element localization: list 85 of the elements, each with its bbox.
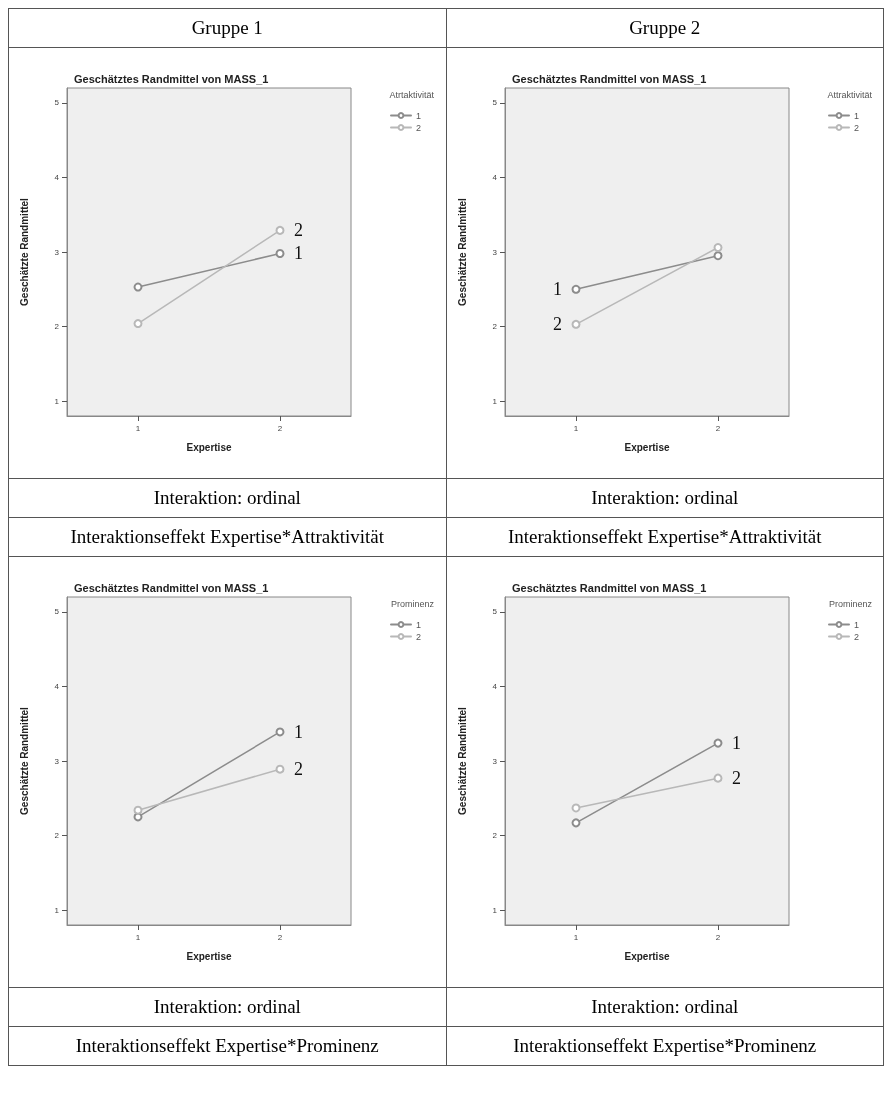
y-axis-title: Geschätzte Randmittel [456,197,467,306]
y-tick-label: 2 [492,322,498,332]
y-tick-label: 5 [54,98,60,108]
chart-title: Geschätztes Randmittel von MASS_1 [74,72,269,85]
x-tick-label: 1 [135,423,141,433]
x-axis-title: Expertise [186,950,232,962]
chart-subtitle: Gruppe 1 [9,9,446,48]
point [133,805,143,815]
legend-label: 2 [415,122,422,133]
text: Interaktion: ordinal [9,479,446,518]
legend-label: 1 [415,110,422,121]
y-tick-label: 1 [54,396,60,406]
legend-label: 1 [853,110,859,121]
legend-label: 1 [415,619,422,630]
legend-title: Atrtaktivität [389,89,435,100]
point [275,764,285,774]
point [571,284,580,294]
point [713,251,722,261]
legend-title: Prominenz [828,598,872,609]
x-tick-label: 1 [135,932,141,942]
point [571,319,580,329]
y-tick-label: 1 [492,396,498,406]
y-tick-label: 2 [54,831,60,841]
x-axis-title: Expertise [186,441,232,453]
y-tick-label: 4 [492,172,498,182]
y-axis-title: Geschätzte Randmittel [18,197,30,306]
annotation: 1 [294,243,303,264]
y-tick-label: 2 [54,322,60,332]
x-axis-title: Expertise [623,950,670,962]
y-tick-label: 2 [492,831,498,841]
y-tick-label: 1 [492,905,498,915]
text: Interaktionseffekt Expertise*Prominenz [9,1027,446,1066]
x-tick-label: 1 [573,423,579,433]
text: Interaktion: ordinal [446,479,883,518]
point [133,319,143,329]
text: Interaktion: ordinal [9,988,446,1027]
point [275,248,285,258]
y-tick-label: 1 [54,905,60,915]
y-tick-label: 5 [492,607,498,617]
legend-label: 2 [853,631,859,642]
x-tick-label: 2 [277,423,283,433]
y-axis-title: Geschätzte Randmittel [456,706,467,815]
y-tick-label: 3 [54,756,60,766]
chart-subtitle: Gruppe 2 [446,9,883,48]
y-axis-title: Geschätzte Randmittel [18,706,30,815]
x-axis-title: Expertise [623,441,670,453]
annotation: 1 [294,721,303,742]
text: Interaktionseffekt Expertise*Prominenz [446,1027,883,1066]
text: Interaktionseffekt Expertise*Attraktivität [9,518,446,557]
legend-label: 1 [853,619,859,630]
annotation: 2 [294,220,303,241]
y-tick-label: 5 [54,607,60,617]
x-tick-label: 2 [277,932,283,942]
point [713,773,722,783]
annotation: 2 [552,314,562,335]
annotation: 1 [552,279,562,300]
point [275,225,285,235]
point [571,818,580,828]
y-tick-label: 4 [54,681,60,691]
point [713,243,722,253]
x-tick-label: 1 [573,932,579,942]
legend-label: 2 [853,122,859,133]
legend-label: 2 [415,631,422,642]
y-tick-label: 4 [492,681,498,691]
point [275,727,285,737]
y-tick-label: 3 [492,247,498,257]
y-tick-label: 3 [492,756,498,766]
x-tick-label: 2 [715,423,721,433]
legend-title: Attraktivität [826,89,872,100]
y-tick-label: 4 [54,172,60,182]
annotation: 2 [731,768,741,789]
x-tick-label: 2 [715,932,721,942]
legend-title: Prominenz [390,598,435,609]
chart-title: Geschätztes Randmittel von MASS_1 [74,581,269,594]
point [571,803,580,813]
text: Interaktionseffekt Expertise*Attraktivität [446,518,883,557]
point [713,738,722,748]
chart-title: Geschätztes Randmittel von MASS_1 [511,581,706,594]
y-tick-label: 5 [492,98,498,108]
annotation: 1 [731,733,741,754]
y-tick-label: 3 [54,247,60,257]
chart-title: Geschätztes Randmittel von MASS_1 [511,72,706,85]
annotation: 2 [294,759,303,780]
text: Interaktion: ordinal [446,988,883,1027]
point [133,282,143,292]
